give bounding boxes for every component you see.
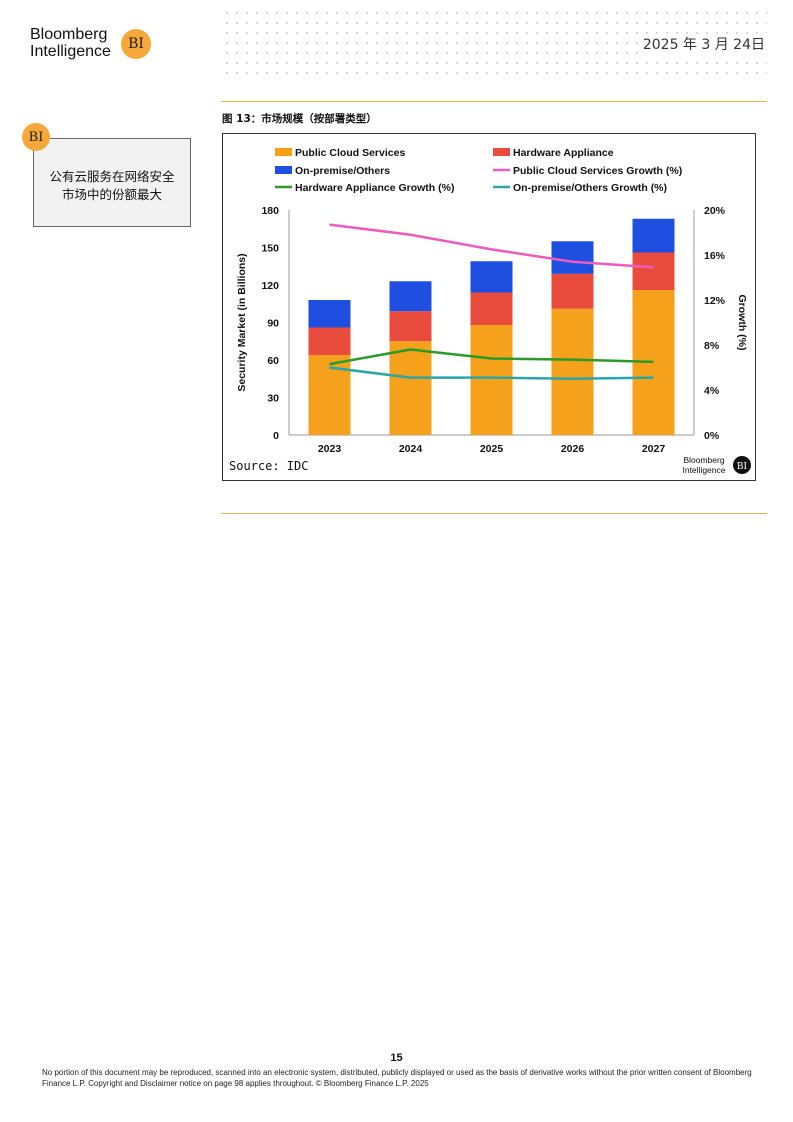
bar-2024-2 [389,281,432,312]
y2-axis-title: Growth (%) [736,295,748,351]
callout-text: 公有云服务在网络安全市场中的份额最大 [49,168,175,202]
logo-text-line1: Bloomberg [30,26,108,43]
growth-line-0 [329,223,654,269]
legend-label-1: Hardware Appliance [513,147,614,159]
x-tick-label: 2023 [318,443,342,455]
legend-label-5: On-premise/Others Growth (%) [513,182,667,194]
bar-2023-2 [308,300,351,328]
x-tick-label: 2025 [480,443,504,455]
watermark-line1: Bloomberg [683,455,724,465]
bottom-divider [221,513,767,514]
y2-tick-label: 12% [704,295,726,307]
watermark-badge-label: BI [737,462,748,472]
logo-text-line2: Intelligence [30,43,111,60]
market-size-chart: Public Cloud Services Hardware Appliance O… [229,147,751,475]
chart-frame: Public Cloud Services Hardware Appliance O… [222,133,756,481]
bar-2023-0 [308,355,351,435]
page-number: 15 [390,1052,403,1064]
x-tick-label: 2026 [561,443,585,455]
sidebar-callout: 公有云服务在网络安全市场中的份额最大 [33,138,191,227]
y-tick-label: 0 [273,430,279,442]
watermark-line2: Intelligence [682,465,725,475]
legend-label-2: On-premise/Others [295,165,390,177]
legend-label-4: Hardware Appliance Growth (%) [295,182,454,194]
y-tick-label: 90 [267,318,279,330]
y-tick-label: 150 [261,243,279,255]
legend-swatch-2 [275,166,292,174]
legend-swatch-0 [275,148,292,156]
bloomberg-intelligence-logo: Bloomberg Intelligence BI [30,26,151,60]
bar-2027-2 [632,218,675,253]
bar-2023-1 [308,327,351,355]
bar-2025-2 [470,261,513,293]
bar-2024-0 [389,341,432,435]
legend-swatch-1 [493,148,510,156]
y-tick-label: 180 [261,205,279,217]
watermark-badge-icon [733,456,751,474]
y2-tick-label: 4% [704,385,720,397]
bar-2026-1 [551,273,594,309]
y2-tick-label: 8% [704,340,720,352]
bar-2025-1 [470,292,513,325]
bi-badge-icon: BI [121,29,151,59]
bar-2027-1 [632,252,675,290]
callout-bi-badge-icon: BI [22,123,50,151]
y2-tick-label: 0% [704,430,720,442]
y-axis-title: Security Market (in Billions) [236,253,248,391]
legend-label-3: Public Cloud Services Growth (%) [513,165,682,177]
footer-disclaimer: No portion of this document may be repro… [42,1068,752,1088]
chart-source: Source: IDC [229,459,308,473]
figure-caption: 图 13：市场规模（按部署类型） [222,113,377,125]
report-date: 2025 年 3 月 24日 [640,34,767,54]
y-tick-label: 120 [261,280,279,292]
bar-2026-2 [551,241,594,274]
x-tick-label: 2024 [399,443,423,455]
top-divider [221,101,767,102]
x-tick-label: 2027 [642,443,666,455]
legend-label-0: Public Cloud Services [295,147,405,159]
y-tick-label: 60 [267,355,279,367]
bar-2025-0 [470,325,513,435]
y2-tick-label: 20% [704,205,726,217]
bar-2024-1 [389,311,432,342]
y2-tick-label: 16% [704,250,726,262]
y-tick-label: 30 [267,393,279,405]
bar-2026-0 [551,308,594,435]
